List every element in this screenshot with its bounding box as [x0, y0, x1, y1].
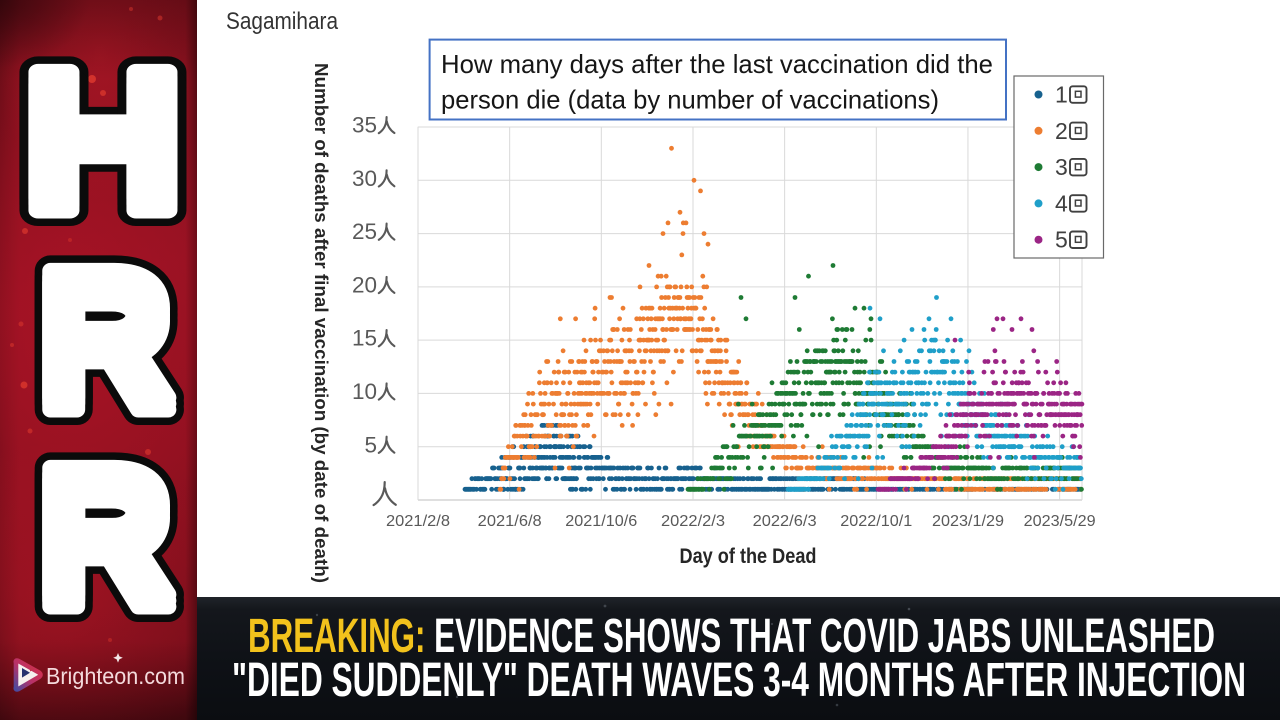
svg-text:H: H — [23, 33, 182, 239]
svg-text:2: 2 — [1055, 118, 1068, 144]
svg-text:20: 20 — [352, 273, 377, 298]
svg-text:person die (data by number of: person die (data by number of vaccinatio… — [441, 85, 939, 115]
svg-text:5: 5 — [364, 432, 377, 457]
svg-text:R: R — [38, 429, 172, 634]
svg-text:R: R — [38, 441, 172, 646]
svg-text:2022/2/3: 2022/2/3 — [661, 513, 725, 530]
svg-text:H: H — [23, 33, 182, 239]
svg-text:Sagamihara: Sagamihara — [226, 8, 339, 35]
svg-text:R: R — [38, 441, 172, 646]
svg-text:30: 30 — [352, 166, 377, 191]
svg-text:R: R — [38, 429, 172, 634]
svg-text:R: R — [38, 244, 172, 449]
svg-text:R: R — [38, 435, 172, 640]
svg-text:2021/2/8: 2021/2/8 — [386, 513, 450, 530]
svg-text:35: 35 — [352, 113, 377, 138]
svg-text:R: R — [38, 232, 172, 437]
svg-text:H: H — [23, 45, 182, 251]
svg-text:R: R — [38, 435, 172, 640]
svg-text:1: 1 — [1055, 82, 1068, 108]
svg-text:H: H — [23, 39, 182, 245]
svg-text:Brighteon.com: Brighteon.com — [46, 663, 185, 689]
svg-text:Number of deaths after final v: Number of deaths after final vaccination… — [311, 63, 331, 583]
svg-text:R: R — [38, 238, 172, 443]
svg-text:Day of the Dead: Day of the Dead — [680, 545, 817, 568]
svg-text:25: 25 — [352, 219, 377, 244]
svg-text:4: 4 — [1055, 190, 1068, 216]
svg-text:2023/5/29: 2023/5/29 — [1024, 513, 1096, 530]
svg-text:H: H — [23, 45, 182, 251]
svg-text:5: 5 — [1055, 227, 1068, 253]
svg-text:15: 15 — [352, 326, 377, 351]
svg-text:2022/6/3: 2022/6/3 — [753, 513, 817, 530]
svg-text:2023/1/29: 2023/1/29 — [932, 513, 1004, 530]
svg-text:R: R — [38, 238, 172, 443]
svg-text:3: 3 — [1055, 154, 1068, 180]
svg-text:10: 10 — [352, 379, 377, 404]
svg-text:R: R — [38, 232, 172, 437]
svg-text:H: H — [23, 39, 182, 245]
svg-text:2021/10/6: 2021/10/6 — [565, 513, 637, 530]
svg-text:2021/6/8: 2021/6/8 — [478, 513, 542, 530]
svg-text:2022/10/1: 2022/10/1 — [840, 513, 912, 530]
svg-text:How many days after the last v: How many days after the last vaccination… — [441, 49, 993, 79]
svg-text:R: R — [38, 244, 172, 449]
